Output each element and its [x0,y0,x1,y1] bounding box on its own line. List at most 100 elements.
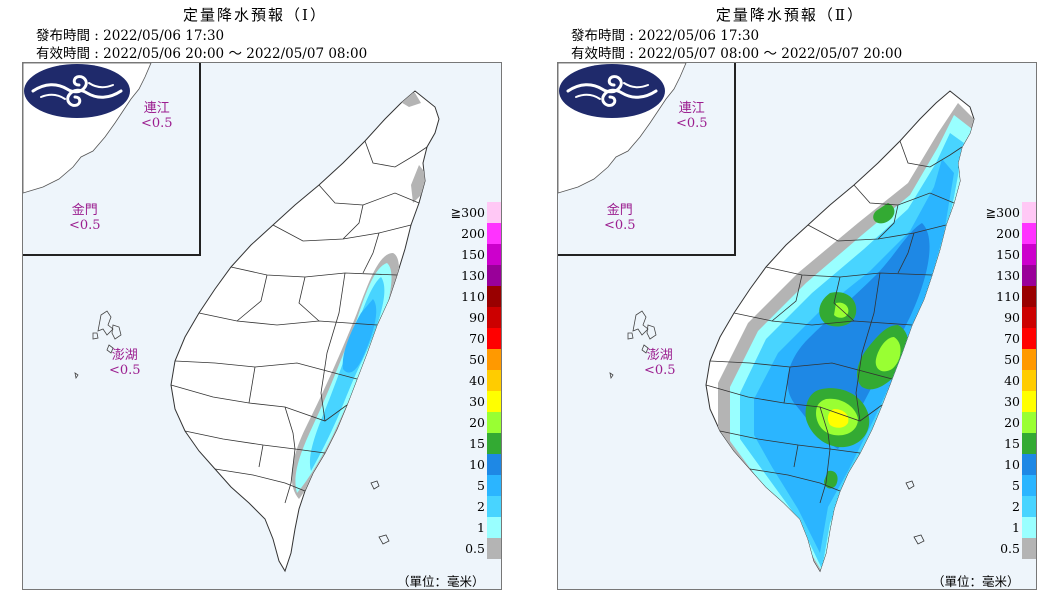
legend-label: 0.5 [465,541,485,556]
legend-row: 90 [986,307,1036,328]
place-kinmen: 金門 <0.5 [604,203,636,233]
inset-map-kinmen-matsu [558,63,736,256]
legend-swatch [1022,328,1036,349]
rain-area-5mm [342,299,377,373]
place-name: 澎湖 [111,348,138,363]
legend-swatch [1022,286,1036,307]
legend-row: 15 [451,433,501,454]
place-value: <0.5 [604,218,636,233]
legend-label: 30 [1004,394,1020,409]
county-boundaries [705,140,963,504]
legend-row: 5 [451,475,501,496]
legend-swatch [1022,223,1036,244]
legend-row: 110 [451,286,501,307]
rainfall-map: 連江 <0.5 金門 <0.5 澎湖 <0.5 ≧300 200 150 130 11… [22,62,502,590]
county-boundaries [170,140,428,504]
valid-time-line: 有效時間 : 2022/05/07 08:00 ～ 2022/05/07 20:… [571,46,903,62]
place-value: <0.5 [69,218,101,233]
place-penghu: 澎湖 <0.5 [109,348,141,378]
legend-swatch [487,223,501,244]
legend-row: 150 [986,244,1036,265]
legend-row: 90 [451,307,501,328]
legend-label: 110 [461,289,485,304]
legend-row: ≧300 [986,202,1036,223]
legend-swatch [487,475,501,496]
legend-swatch [487,517,501,538]
place-name: 連江 [678,101,705,116]
legend-swatch [487,391,501,412]
rainfall-legend: ≧300 200 150 130 110 90 70 50 40 30 20 1… [451,202,501,559]
forecast-panel-1: 定量降水預報（Ⅰ） 發布時間 : 2022/05/06 17:30 有效時間 :… [0,0,520,596]
legend-row: 50 [986,349,1036,370]
issue-time-line: 發布時間 : 2022/05/06 17:30 [36,28,225,44]
issue-label: 發布時間 [571,28,625,44]
taiwan-island [170,90,440,573]
legend-swatch [1022,496,1036,517]
legend-label: 5 [1012,478,1020,493]
panel-title: 定量降水預報（Ⅰ） [183,6,327,24]
issue-time: 2022/05/06 17:30 [638,28,760,44]
rain-area-15mm-e [824,470,838,489]
place-value: <0.5 [676,116,708,131]
legend-swatch [1022,370,1036,391]
legend-row: 20 [451,412,501,433]
legend-label: 5 [477,478,485,493]
legend-swatch [487,202,501,223]
legend-label: 150 [996,247,1020,262]
legend-row: 5 [986,475,1036,496]
legend-label: 10 [1004,457,1020,472]
legend-label: 70 [469,331,485,346]
legend-swatch [487,538,501,559]
legend-label: 0.5 [1000,541,1020,556]
place-name: 金門 [606,203,633,218]
legend-label: 90 [1004,310,1020,325]
legend-row: 10 [451,454,501,475]
legend-label: 200 [461,226,485,241]
legend-swatch [1022,454,1036,475]
legend-swatch [1022,391,1036,412]
legend-swatch [487,349,501,370]
legend-swatch [487,370,501,391]
legend-row: 70 [451,328,501,349]
legend-swatch [487,307,501,328]
rainfall-legend: ≧300 200 150 130 110 90 70 50 40 30 20 1… [986,202,1036,559]
legend-row: 2 [986,496,1036,517]
legend-row: 15 [986,433,1036,454]
legend-swatch [1022,412,1036,433]
legend-label: 200 [996,226,1020,241]
taiwan-island [705,90,975,573]
legend-label: 50 [469,352,485,367]
legend-label: 15 [1004,436,1020,451]
legend-row: 0.5 [986,538,1036,559]
legend-swatch [1022,307,1036,328]
rain-area-northeast [411,165,427,203]
legend-row: 130 [451,265,501,286]
legend-label: 130 [461,268,485,283]
place-matsu: 連江 <0.5 [141,101,173,131]
legend-swatch [487,454,501,475]
valid-time: 2022/05/07 08:00 ～ 2022/05/07 20:00 [638,46,903,62]
issue-time-line: 發布時間 : 2022/05/06 17:30 [571,28,760,44]
penghu-islands [74,310,122,380]
legend-row: 50 [451,349,501,370]
legend-swatch [487,265,501,286]
legend-label: 30 [469,394,485,409]
legend-label: 50 [1004,352,1020,367]
legend-swatch [487,328,501,349]
place-value: <0.5 [109,363,141,378]
legend-row: 2 [451,496,501,517]
issue-label: 發布時間 [36,28,90,44]
legend-row: 1 [986,517,1036,538]
rain-area-30mm [827,409,849,428]
legend-swatch [1022,244,1036,265]
legend-label: 2 [1012,499,1020,514]
legend-row: 200 [986,223,1036,244]
panel-title: 定量降水預報（Ⅱ） [715,6,865,24]
legend-label: 40 [469,373,485,388]
forecast-panel-2: 定量降水預報（Ⅱ） 發布時間 : 2022/05/06 17:30 有效時間 :… [535,0,1055,596]
place-name: 連江 [143,101,170,116]
valid-time-line: 有效時間 : 2022/05/06 20:00 ～ 2022/05/07 08:… [36,46,368,62]
legend-swatch [487,412,501,433]
legend-label: 130 [996,268,1020,283]
rainfall-map: 連江 <0.5 金門 <0.5 澎湖 <0.5 ≧300 200 150 130 11… [557,62,1037,590]
